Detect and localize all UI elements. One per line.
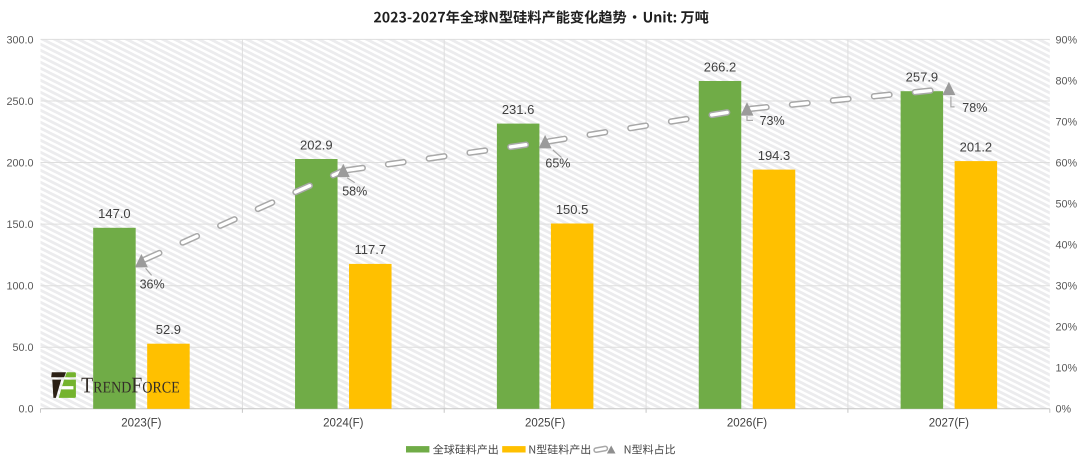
svg-text:10%: 10%: [1056, 363, 1078, 375]
svg-text:100.0: 100.0: [6, 281, 33, 293]
svg-text:200.0: 200.0: [6, 157, 33, 169]
svg-text:73%: 73%: [760, 114, 785, 128]
svg-text:52.9: 52.9: [156, 322, 181, 337]
svg-text:0%: 0%: [1056, 404, 1072, 416]
svg-text:201.2: 201.2: [960, 139, 993, 154]
svg-text:78%: 78%: [962, 101, 987, 115]
svg-text:300.0: 300.0: [6, 34, 33, 46]
svg-text:117.7: 117.7: [355, 242, 387, 257]
svg-text:65%: 65%: [545, 157, 570, 171]
svg-text:150.5: 150.5: [556, 202, 589, 217]
svg-text:257.9: 257.9: [906, 70, 939, 85]
svg-text:70%: 70%: [1056, 116, 1078, 128]
svg-text:194.3: 194.3: [758, 148, 791, 163]
svg-text:40%: 40%: [1056, 240, 1078, 252]
svg-text:202.9: 202.9: [300, 137, 333, 152]
svg-text:50%: 50%: [1056, 199, 1078, 211]
svg-text:2023(F): 2023(F): [121, 417, 161, 429]
svg-text:147.0: 147.0: [98, 206, 131, 221]
svg-text:2024(F): 2024(F): [323, 417, 363, 429]
svg-text:60%: 60%: [1056, 157, 1078, 169]
svg-text:2027(F): 2027(F): [929, 417, 969, 429]
svg-text:250.0: 250.0: [6, 96, 33, 108]
svg-text:58%: 58%: [342, 185, 367, 199]
svg-text:150.0: 150.0: [6, 219, 33, 231]
svg-text:36%: 36%: [140, 277, 165, 291]
svg-text:20%: 20%: [1056, 322, 1078, 334]
svg-text:90%: 90%: [1056, 34, 1078, 46]
svg-text:50.0: 50.0: [12, 342, 33, 354]
svg-text:231.6: 231.6: [502, 102, 535, 117]
svg-text:266.2: 266.2: [704, 59, 737, 74]
svg-text:2025(F): 2025(F): [525, 417, 565, 429]
svg-text:30%: 30%: [1056, 281, 1078, 293]
svg-text:80%: 80%: [1056, 75, 1078, 87]
svg-text:2026(F): 2026(F): [727, 417, 767, 429]
svg-text:0.0: 0.0: [18, 404, 33, 416]
